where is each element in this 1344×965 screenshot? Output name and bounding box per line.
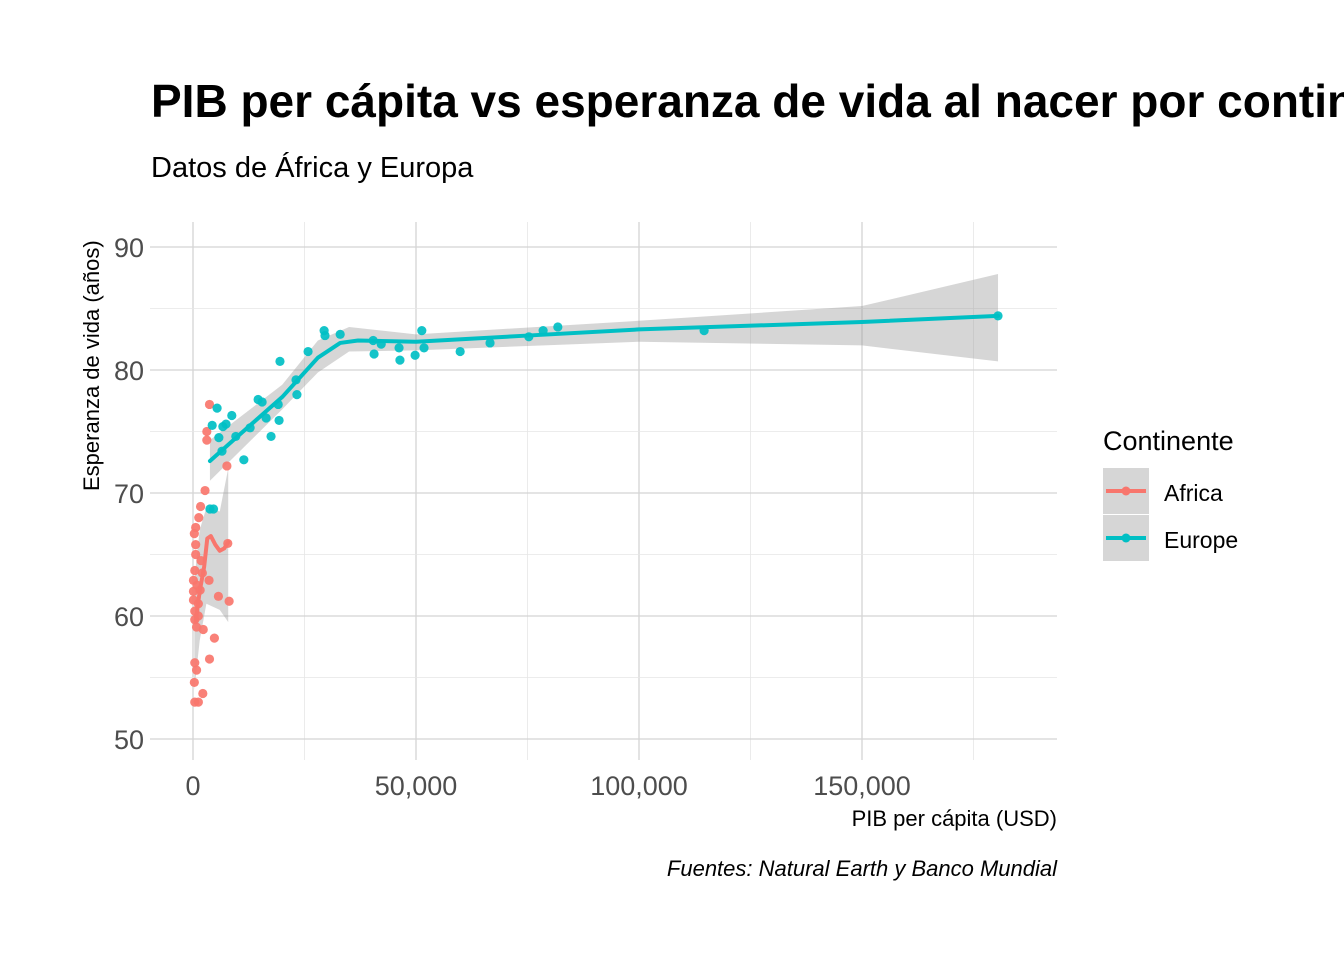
chart-title: PIB per cápita vs esperanza de vida al n…	[151, 75, 1344, 127]
y-axis-label: Esperanza de vida (años)	[79, 240, 104, 491]
y-tick-labels: 50 60 70 80 90	[114, 233, 144, 755]
point-europe	[257, 397, 267, 407]
y-tick-label: 60	[114, 602, 144, 632]
point-africa	[204, 399, 215, 410]
point-africa	[191, 665, 202, 675]
point-europe	[553, 322, 563, 332]
point-africa	[189, 677, 199, 688]
point-europe	[208, 504, 219, 514]
point-africa	[209, 633, 220, 643]
point-africa	[202, 426, 212, 437]
point-europe	[239, 455, 249, 465]
point-europe	[227, 410, 237, 421]
caption: Fuentes: Natural Earth y Banco Mundial	[667, 856, 1058, 881]
x-tick-label: 150,000	[813, 771, 911, 801]
legend-title: Continente	[1103, 426, 1234, 456]
x-tick-label: 50,000	[375, 771, 458, 801]
point-europe	[394, 343, 404, 353]
x-tick-label: 100,000	[590, 771, 688, 801]
point-africa	[191, 540, 201, 550]
point-europe	[274, 415, 284, 426]
y-tick-label: 70	[114, 479, 144, 509]
point-africa	[190, 658, 200, 668]
point-europe	[303, 346, 313, 357]
point-africa	[194, 513, 204, 523]
point-europe	[214, 433, 224, 443]
y-tick-label: 80	[114, 356, 144, 386]
point-europe	[221, 419, 231, 429]
smooth-lines	[193, 313, 1001, 625]
point-africa	[195, 501, 206, 512]
point-europe	[485, 338, 495, 348]
point-africa	[222, 461, 232, 471]
x-axis-label: PIB per cápita (USD)	[852, 806, 1057, 831]
x-tick-label: 0	[185, 771, 200, 801]
point-africa	[190, 565, 200, 576]
point-africa	[198, 688, 208, 699]
point-europe	[419, 343, 429, 353]
point-europe	[369, 349, 379, 359]
point-europe	[292, 390, 302, 400]
point-europe	[455, 346, 465, 357]
legend: Continente Africa Europe	[1103, 426, 1238, 561]
smooth-line-europe	[207, 313, 1001, 464]
point-africa	[204, 654, 215, 664]
legend-label-africa: Africa	[1164, 480, 1223, 506]
point-africa	[200, 485, 210, 496]
point-europe	[335, 329, 345, 339]
point-africa	[193, 697, 203, 707]
x-tick-labels: 0 50,000 100,000 150,000	[185, 771, 910, 801]
point-europe	[266, 431, 276, 442]
point-europe	[395, 355, 405, 365]
point-africa	[213, 591, 224, 601]
point-africa	[224, 596, 234, 606]
legend-dot-africa	[1121, 486, 1131, 496]
point-europe	[207, 420, 217, 430]
smooth-line-africa	[193, 534, 231, 625]
point-africa	[202, 435, 212, 445]
grid	[150, 222, 1057, 760]
point-africa	[189, 528, 199, 539]
y-tick-label: 50	[114, 725, 144, 755]
legend-dot-europe	[1121, 533, 1131, 543]
point-europe	[410, 350, 420, 360]
point-africa	[204, 575, 214, 585]
point-africa	[198, 624, 208, 635]
y-tick-label: 90	[114, 233, 144, 263]
confidence-ribbon-europe	[209, 274, 999, 481]
point-africa	[191, 549, 201, 560]
point-europe	[417, 326, 427, 336]
point-europe	[212, 403, 222, 413]
chart-subtitle: Datos de África y Europa	[151, 151, 474, 184]
point-europe	[320, 330, 330, 341]
ribbons	[194, 274, 999, 690]
point-europe	[275, 356, 285, 366]
legend-label-europe: Europe	[1164, 527, 1238, 553]
